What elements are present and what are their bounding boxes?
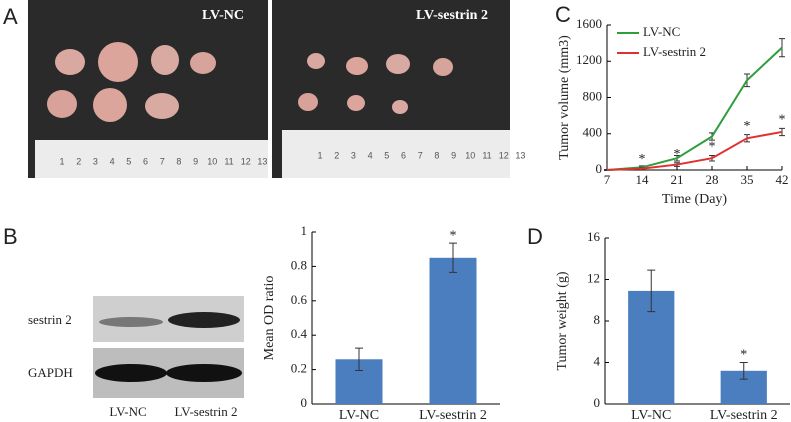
panel-label: B bbox=[3, 224, 18, 249]
y-tick-label: 800 bbox=[583, 88, 603, 103]
error-bar bbox=[739, 362, 748, 380]
ruler-label: 1 bbox=[317, 150, 322, 160]
x-tick-label: 28 bbox=[706, 172, 719, 187]
photo-label: LV-NC bbox=[202, 8, 244, 23]
line bbox=[606, 130, 783, 171]
ruler-label: 10 bbox=[465, 150, 475, 160]
ruler-label: 10 bbox=[207, 156, 217, 166]
blot bbox=[93, 296, 244, 398]
annotation: * bbox=[740, 348, 747, 363]
y-tick-label: 1200 bbox=[576, 52, 602, 67]
y-tick-label: 0 bbox=[594, 395, 601, 410]
x-tick-label: LV-NC bbox=[631, 408, 671, 422]
y-tick-label: 0.2 bbox=[291, 361, 307, 376]
error-bar bbox=[449, 242, 457, 273]
ruler-label: 13 bbox=[257, 156, 267, 166]
ruler-label: 12 bbox=[499, 150, 509, 160]
y-tick-label: 0.6 bbox=[291, 292, 308, 307]
y-tick-label: 12 bbox=[587, 270, 600, 285]
x-axis-label: Time (Day) bbox=[662, 192, 728, 207]
x-tick-label: 14 bbox=[636, 172, 650, 187]
y-tick-label: 0.8 bbox=[291, 257, 307, 272]
y-tick-label: 8 bbox=[594, 312, 601, 327]
y-tick-label: 4 bbox=[594, 353, 601, 368]
panel-label: A bbox=[3, 4, 18, 29]
x-tick-label: 21 bbox=[671, 172, 684, 187]
annotation: * bbox=[779, 113, 786, 128]
ruler-label: 1 bbox=[59, 156, 64, 166]
error-bar bbox=[355, 347, 363, 371]
annotation: * bbox=[450, 228, 457, 243]
ruler-label: 5 bbox=[384, 150, 389, 160]
blot-lane-label: LV-sestrin 2 bbox=[175, 404, 238, 419]
ruler-label: 4 bbox=[368, 150, 373, 160]
y-axis-label: Tumor weight (g) bbox=[555, 271, 570, 370]
x-tick-label: 7 bbox=[604, 172, 611, 187]
ruler-label: 5 bbox=[126, 156, 131, 166]
annotation: * bbox=[709, 140, 716, 155]
y-axis-label: Tumor volume (mm3) bbox=[557, 35, 572, 160]
ruler-label: 2 bbox=[334, 150, 339, 160]
ruler-label: 11 bbox=[224, 156, 233, 166]
blot-row-label: sestrin 2 bbox=[28, 312, 72, 327]
y-tick-label: 16 bbox=[587, 229, 601, 244]
ruler-label: 4 bbox=[110, 156, 115, 166]
legend-label: LV-NC bbox=[643, 24, 680, 39]
photo-right bbox=[272, 0, 510, 178]
bar bbox=[429, 257, 477, 404]
y-tick-label: 1 bbox=[301, 223, 308, 238]
x-tick-label: LV-sestrin 2 bbox=[419, 408, 487, 422]
panel-label: C bbox=[555, 2, 571, 27]
photo-left bbox=[28, 0, 268, 178]
blot-row-label: GAPDH bbox=[28, 365, 73, 380]
ruler-label: 8 bbox=[176, 156, 181, 166]
x-tick-label: LV-sestrin 2 bbox=[710, 408, 778, 422]
y-tick-label: 0.4 bbox=[291, 326, 308, 341]
line bbox=[606, 46, 783, 171]
ruler-label: 6 bbox=[401, 150, 406, 160]
ruler-label: 7 bbox=[160, 156, 165, 166]
blot-lane-label: LV-NC bbox=[109, 404, 146, 419]
ruler-label: 9 bbox=[193, 156, 198, 166]
ruler-label: 6 bbox=[143, 156, 148, 166]
error-bar bbox=[647, 269, 656, 313]
annotation: * bbox=[744, 119, 751, 134]
y-tick-label: 0 bbox=[596, 161, 603, 176]
y-tick-label: 1600 bbox=[576, 16, 602, 31]
x-tick-label: 35 bbox=[741, 172, 754, 187]
ruler-label: 3 bbox=[93, 156, 98, 166]
y-tick-label: 0 bbox=[301, 395, 308, 410]
x-tick-label: 42 bbox=[776, 172, 789, 187]
legend-label: LV-sestrin 2 bbox=[643, 44, 706, 59]
ruler-label: 12 bbox=[241, 156, 251, 166]
ruler-label: 11 bbox=[482, 150, 491, 160]
ruler-label: 13 bbox=[515, 150, 525, 160]
y-tick-label: 400 bbox=[583, 125, 603, 140]
panel-label: D bbox=[527, 224, 543, 249]
ruler-label: 3 bbox=[351, 150, 356, 160]
ruler-label: 7 bbox=[418, 150, 423, 160]
annotation: * bbox=[639, 152, 646, 167]
ruler-label: 9 bbox=[451, 150, 456, 160]
ruler-label: 8 bbox=[434, 150, 439, 160]
y-axis-label: Mean OD ratio bbox=[262, 276, 277, 361]
annotation: * bbox=[674, 147, 681, 162]
x-tick-label: LV-NC bbox=[339, 408, 379, 422]
photo-label: LV-sestrin 2 bbox=[416, 8, 488, 23]
ruler-label: 2 bbox=[76, 156, 81, 166]
